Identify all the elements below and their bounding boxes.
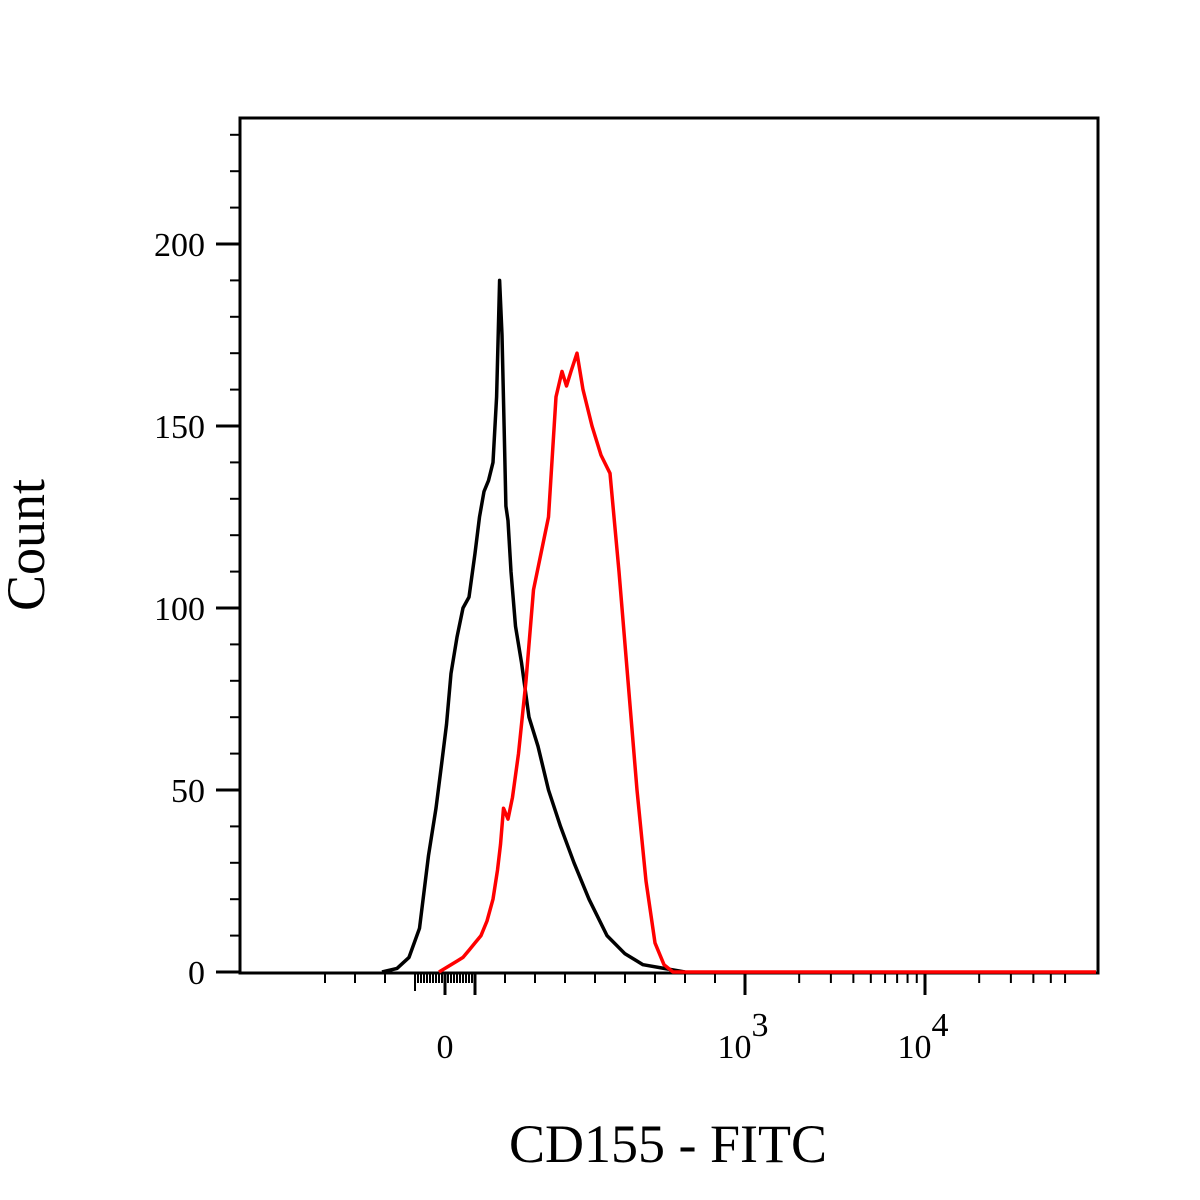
- x-tick-base: 10: [718, 1029, 752, 1066]
- y-tick-label: 0: [188, 955, 205, 992]
- y-axis: 0 50 100 150 200: [154, 133, 240, 992]
- x-tick-label: 104: [898, 1007, 949, 1066]
- plot-area-frame: [238, 116, 1100, 975]
- x-tick-base: 10: [898, 1029, 932, 1066]
- x-tick-base: 0: [437, 1029, 454, 1066]
- y-axis-title: Count: [0, 479, 56, 611]
- series-layer: [381, 278, 1096, 974]
- y-tick-label: 150: [154, 409, 205, 446]
- x-axis-title: CD155 - FITC: [509, 1114, 827, 1174]
- y-tick-label: 200: [154, 227, 205, 264]
- y-tick-label: 100: [154, 591, 205, 628]
- series-line-2: [438, 351, 1096, 974]
- x-tick-exponent: 4: [932, 1007, 949, 1044]
- x-tick-label: 0: [437, 1029, 454, 1066]
- series-line-1: [381, 278, 686, 974]
- x-tick-label: 103: [718, 1007, 769, 1066]
- y-tick-label: 50: [171, 773, 205, 810]
- x-tick-exponent: 3: [752, 1007, 769, 1044]
